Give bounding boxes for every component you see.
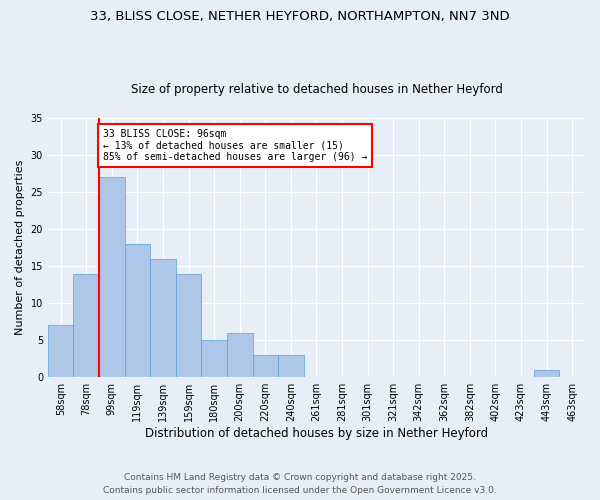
- Bar: [202, 340, 227, 377]
- Bar: [48, 326, 73, 377]
- Bar: [99, 177, 125, 377]
- Text: 33 BLISS CLOSE: 96sqm
← 13% of detached houses are smaller (15)
85% of semi-deta: 33 BLISS CLOSE: 96sqm ← 13% of detached …: [103, 129, 367, 162]
- Bar: [125, 244, 150, 377]
- Bar: [278, 355, 304, 377]
- Bar: [176, 274, 202, 377]
- Title: Size of property relative to detached houses in Nether Heyford: Size of property relative to detached ho…: [131, 83, 502, 96]
- Text: 33, BLISS CLOSE, NETHER HEYFORD, NORTHAMPTON, NN7 3ND: 33, BLISS CLOSE, NETHER HEYFORD, NORTHAM…: [90, 10, 510, 23]
- X-axis label: Distribution of detached houses by size in Nether Heyford: Distribution of detached houses by size …: [145, 427, 488, 440]
- Bar: [253, 355, 278, 377]
- Bar: [227, 333, 253, 377]
- Bar: [150, 258, 176, 377]
- Text: Contains HM Land Registry data © Crown copyright and database right 2025.
Contai: Contains HM Land Registry data © Crown c…: [103, 474, 497, 495]
- Bar: [534, 370, 559, 377]
- Bar: [73, 274, 99, 377]
- Y-axis label: Number of detached properties: Number of detached properties: [15, 160, 25, 336]
